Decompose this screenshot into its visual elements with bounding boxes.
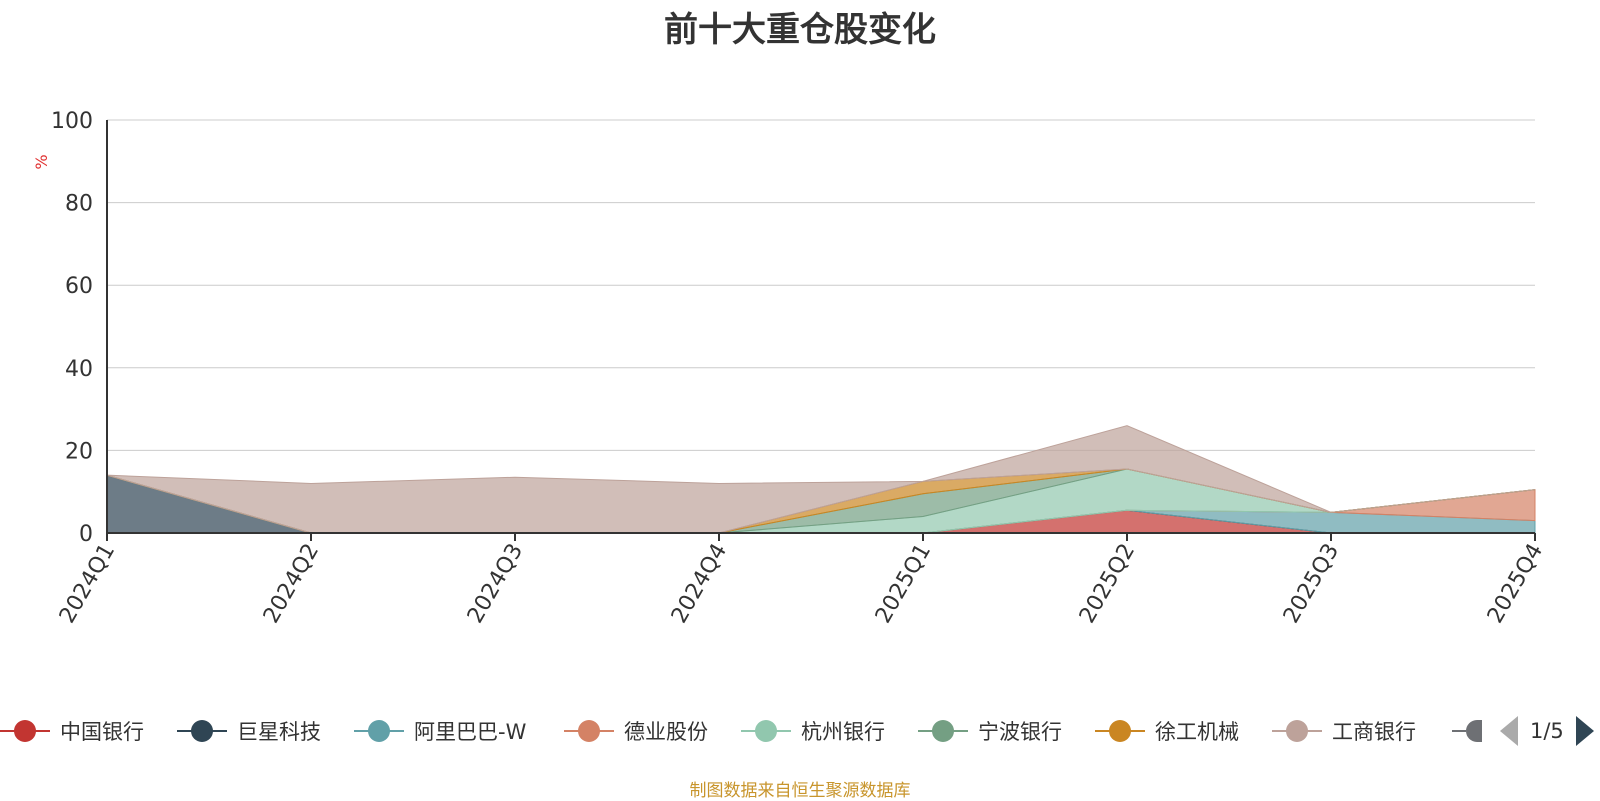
legend-next-page-icon[interactable] bbox=[1575, 716, 1594, 746]
legend-marker-icon bbox=[918, 716, 968, 746]
legend-label: 德业股份 bbox=[624, 720, 708, 744]
x-tick-label: 2024Q4 bbox=[667, 540, 732, 628]
legend-prev-page-icon[interactable] bbox=[1500, 716, 1518, 746]
legend-label: 巨星科技 bbox=[237, 720, 321, 744]
legend-item-7[interactable]: 工商银行 bbox=[1272, 716, 1416, 746]
legend-label: 徐工机械 bbox=[1155, 720, 1239, 744]
y-tick-label: 40 bbox=[65, 357, 93, 382]
legend-marker-icon bbox=[1272, 716, 1322, 746]
legend-item-4[interactable]: 杭州银行 bbox=[741, 716, 885, 746]
legend-label: 宁波银行 bbox=[978, 720, 1062, 744]
x-tick-label: 2024Q1 bbox=[55, 540, 120, 628]
x-tick-label: 2025Q1 bbox=[871, 540, 936, 628]
x-tick-label: 2025Q3 bbox=[1279, 540, 1344, 628]
x-tick-label: 2025Q2 bbox=[1075, 540, 1140, 628]
x-tick-label: 2025Q4 bbox=[1483, 540, 1548, 628]
x-tick-label: 2024Q3 bbox=[463, 540, 528, 628]
legend-label: 中国银行 bbox=[60, 720, 144, 744]
legend-item-6[interactable]: 徐工机械 bbox=[1095, 716, 1239, 746]
legend-page-indicator: 1/5 bbox=[1530, 719, 1564, 743]
legend-marker-icon bbox=[564, 716, 614, 746]
legend-item-1[interactable]: 巨星科技 bbox=[177, 716, 321, 746]
legend-item-0[interactable]: 中国银行 bbox=[0, 716, 144, 746]
legend-item-5[interactable]: 宁波银行 bbox=[918, 716, 1062, 746]
source-note: 制图数据来自恒生聚源数据库 bbox=[689, 781, 911, 801]
chart-title: 前十大重仓股变化 bbox=[664, 10, 936, 50]
legend-item-3[interactable]: 德业股份 bbox=[564, 716, 708, 746]
y-axis-label: % bbox=[32, 154, 51, 169]
legend-marker-icon bbox=[0, 716, 50, 746]
area-series bbox=[106, 425, 1536, 534]
y-tick-label: 80 bbox=[65, 192, 93, 217]
legend-marker-icon bbox=[1095, 716, 1145, 746]
legend-marker-icon bbox=[354, 716, 404, 746]
y-tick-label: 0 bbox=[79, 522, 93, 547]
legend-label: 阿里巴巴-W bbox=[414, 720, 527, 744]
legend-pager: 1/5 bbox=[1500, 716, 1594, 746]
x-tick-label: 2024Q2 bbox=[259, 540, 324, 628]
y-tick-label: 100 bbox=[51, 109, 93, 134]
legend-marker-icon bbox=[741, 716, 791, 746]
axes: 0 20 40 60 80 100 2024Q1 2024Q2 2024Q3 2024Q4 2025… bbox=[32, 109, 1548, 628]
grid-lines bbox=[107, 119, 1535, 534]
legend-item-partial[interactable] bbox=[1452, 716, 1492, 746]
legend-label: 工商银行 bbox=[1332, 720, 1416, 744]
legend-marker-icon bbox=[177, 716, 227, 746]
legend-label: 杭州银行 bbox=[801, 720, 885, 744]
legend: 中国银行 巨星科技 阿里巴巴-W 德业股份 杭州银行 宁波银行 徐工机械 工商银行 1/5 bbox=[0, 716, 1600, 760]
legend-item-2[interactable]: 阿里巴巴-W bbox=[354, 716, 526, 746]
y-tick-label: 60 bbox=[65, 274, 93, 299]
y-tick-label: 20 bbox=[65, 439, 93, 464]
